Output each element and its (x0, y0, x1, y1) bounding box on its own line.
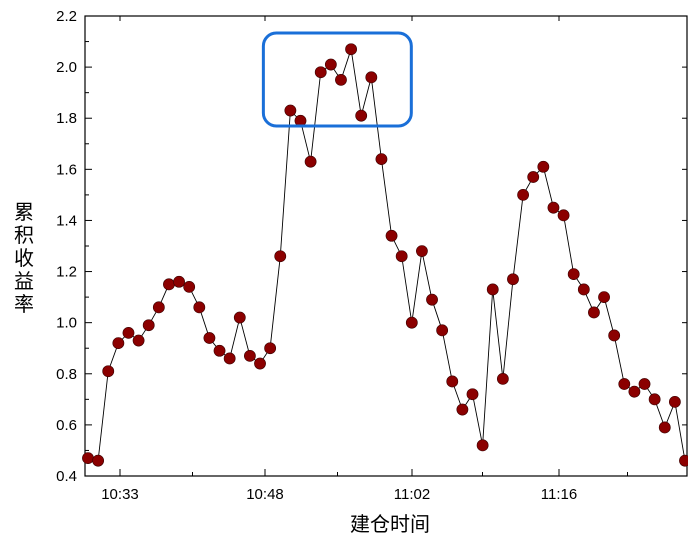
data-point (476, 439, 489, 452)
y-tick-label: 0.4 (56, 468, 77, 485)
highlight-box (261, 31, 413, 128)
x-tick-label: 10:48 (246, 486, 284, 503)
data-point (679, 454, 688, 467)
x-tick-label: 11:16 (541, 486, 577, 503)
data-point (375, 153, 388, 166)
data-point (648, 393, 661, 406)
data-point (537, 160, 550, 173)
data-point (243, 349, 256, 362)
data-point (314, 66, 327, 79)
y-tick-label: 1.4 (56, 212, 77, 229)
data-point (274, 250, 287, 263)
x-axis: 10:33 10:48 11:02 11:16 (101, 16, 628, 503)
data-point (436, 324, 449, 337)
data-point (365, 71, 378, 84)
data-point (608, 329, 621, 342)
data-point (527, 171, 540, 183)
data-point (547, 201, 560, 214)
data-point (213, 344, 226, 357)
data-point (345, 43, 357, 56)
data-point (395, 250, 408, 263)
data-point (557, 209, 570, 222)
y-tick-label: 0.6 (56, 417, 77, 434)
data-point (588, 306, 600, 319)
data-point (628, 385, 641, 398)
data-point (416, 245, 428, 258)
data-point (658, 421, 671, 434)
data-point (132, 334, 145, 347)
data-point (82, 452, 94, 465)
data-point (486, 283, 499, 296)
data-point (466, 388, 479, 401)
x-tick-label: 11:02 (394, 486, 430, 503)
data-point (163, 278, 175, 291)
y-axis: 0.4 0.6 0.8 1.0 1.2 1.4 1.6 1.8 2.0 2.2 (56, 8, 687, 485)
data-point (405, 316, 418, 329)
data-point (355, 109, 368, 122)
y-tick-label: 0.8 (56, 366, 77, 383)
series-points (82, 43, 688, 467)
data-point (112, 337, 125, 350)
data-point (324, 58, 337, 71)
plot-frame (84, 15, 688, 477)
y-tick-label: 2.2 (56, 8, 77, 25)
data-point (507, 273, 519, 286)
x-axis-title: 建仓时间 (350, 512, 430, 536)
data-point (638, 378, 651, 390)
data-point (446, 375, 459, 388)
data-point (304, 155, 317, 168)
data-point (254, 357, 266, 370)
data-point (618, 378, 631, 390)
data-point (577, 283, 590, 296)
data-point (223, 352, 236, 365)
y-tick-label: 1.2 (56, 264, 77, 281)
data-point (203, 332, 216, 344)
y-axis-title: 累积收益率 (14, 200, 34, 316)
data-point (233, 311, 246, 324)
y-tick-label: 1.8 (56, 110, 77, 127)
data-point (193, 301, 206, 314)
data-point (668, 395, 681, 408)
data-point (102, 365, 115, 378)
data-point (183, 280, 196, 293)
data-point (385, 229, 398, 242)
data-point (426, 293, 438, 306)
data-point (284, 104, 297, 117)
data-point (335, 73, 347, 86)
y-tick-label: 1.0 (56, 315, 77, 332)
x-tick-label: 10:33 (101, 486, 139, 503)
data-point (173, 275, 185, 288)
data-point (122, 326, 135, 339)
data-point (567, 268, 580, 281)
y-tick-label: 1.6 (56, 161, 77, 178)
data-point (496, 372, 509, 385)
data-point (152, 301, 165, 314)
data-point (517, 188, 530, 201)
data-point (598, 291, 610, 304)
data-point (142, 319, 155, 332)
data-point (456, 403, 469, 416)
data-point (92, 454, 105, 467)
y-tick-label: 2.0 (56, 59, 77, 76)
data-point (264, 342, 277, 355)
series-line (87, 49, 686, 462)
